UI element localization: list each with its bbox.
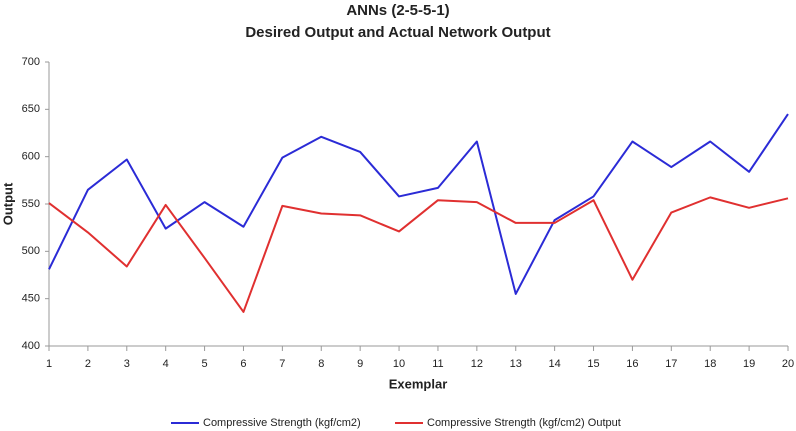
- y-tick-label: 400: [22, 340, 40, 352]
- x-tick-label: 8: [318, 358, 324, 370]
- x-tick-label: 16: [626, 358, 638, 370]
- y-tick-label: 700: [22, 56, 40, 68]
- x-tick-label: 7: [279, 358, 285, 370]
- x-tick-label: 2: [85, 358, 91, 370]
- chart-title: ANNs (2-5-5-1): [346, 2, 449, 19]
- y-tick-label: 450: [22, 293, 40, 305]
- x-tick-label: 9: [357, 358, 363, 370]
- x-tick-label: 6: [240, 358, 246, 370]
- series-line: [48, 113, 789, 295]
- y-tick-label: 550: [22, 198, 40, 210]
- chart-subtitle: Desired Output and Actual Network Output: [245, 24, 550, 41]
- x-tick-label: 11: [432, 358, 443, 370]
- x-tick-label: 5: [202, 358, 208, 370]
- x-tick-label: 14: [549, 358, 561, 370]
- x-tick-label: 4: [163, 358, 169, 370]
- x-tick-label: 12: [471, 358, 483, 370]
- x-tick-label: 13: [510, 358, 522, 370]
- y-tick-label: 650: [22, 103, 40, 115]
- legend-label: Compressive Strength (kgf/cm2) Output: [427, 417, 621, 429]
- x-tick-label: 19: [743, 358, 755, 370]
- series-line: [48, 196, 789, 313]
- x-tick-label: 10: [393, 358, 405, 370]
- y-axis-label: Output: [0, 182, 15, 225]
- x-tick-label: 17: [665, 358, 677, 370]
- x-tick-label: 1: [46, 358, 52, 370]
- y-tick-label: 600: [22, 151, 40, 163]
- y-tick-label: 500: [22, 245, 40, 257]
- x-tick-label: 15: [587, 358, 599, 370]
- x-axis-label: Exemplar: [389, 376, 448, 391]
- x-tick-label: 20: [782, 358, 794, 370]
- legend-label: Compressive Strength (kgf/cm2): [203, 417, 361, 429]
- x-tick-label: 3: [124, 358, 130, 370]
- x-tick-label: 18: [704, 358, 716, 370]
